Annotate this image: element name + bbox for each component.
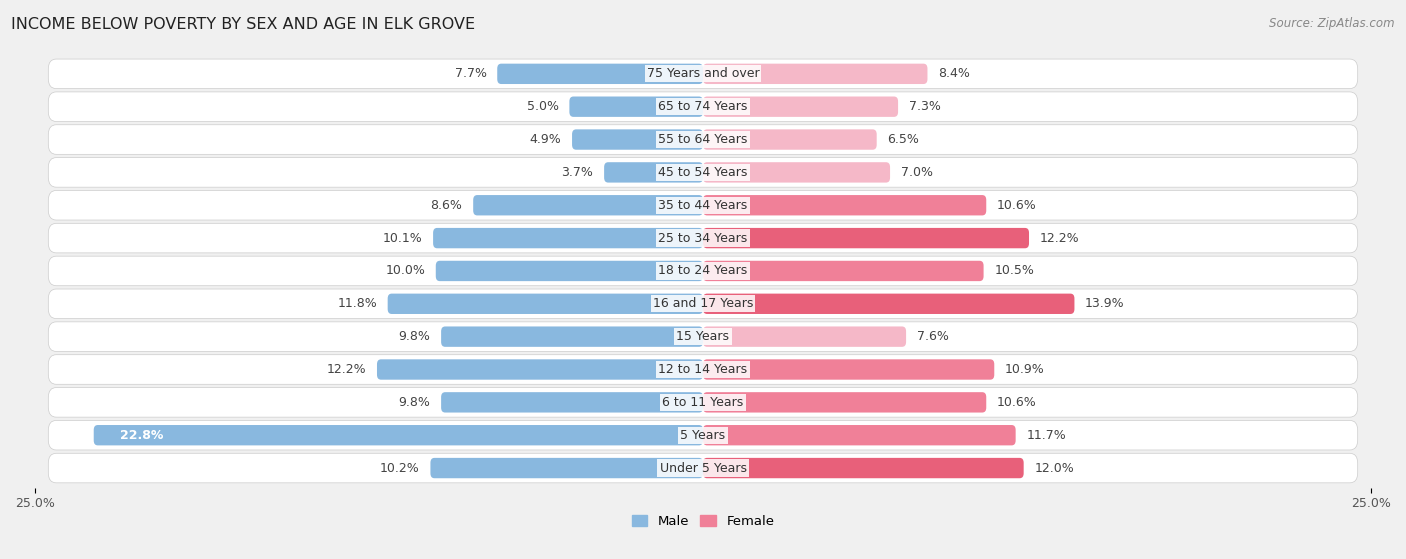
Text: 8.6%: 8.6% [430, 199, 463, 212]
Text: 12.2%: 12.2% [326, 363, 367, 376]
FancyBboxPatch shape [48, 289, 1358, 319]
FancyBboxPatch shape [569, 97, 703, 117]
Text: 10.9%: 10.9% [1005, 363, 1045, 376]
Text: 55 to 64 Years: 55 to 64 Years [658, 133, 748, 146]
Text: 6 to 11 Years: 6 to 11 Years [662, 396, 744, 409]
FancyBboxPatch shape [388, 293, 703, 314]
Text: 12 to 14 Years: 12 to 14 Years [658, 363, 748, 376]
FancyBboxPatch shape [703, 162, 890, 183]
Text: 12.0%: 12.0% [1035, 462, 1074, 475]
FancyBboxPatch shape [703, 392, 986, 413]
Text: 9.8%: 9.8% [398, 330, 430, 343]
Text: 18 to 24 Years: 18 to 24 Years [658, 264, 748, 277]
Text: 13.9%: 13.9% [1085, 297, 1125, 310]
FancyBboxPatch shape [430, 458, 703, 479]
FancyBboxPatch shape [703, 260, 984, 281]
FancyBboxPatch shape [703, 195, 986, 215]
Text: 45 to 54 Years: 45 to 54 Years [658, 166, 748, 179]
FancyBboxPatch shape [48, 322, 1358, 352]
FancyBboxPatch shape [48, 387, 1358, 417]
FancyBboxPatch shape [703, 228, 1029, 248]
Text: 3.7%: 3.7% [561, 166, 593, 179]
FancyBboxPatch shape [703, 425, 1015, 446]
FancyBboxPatch shape [436, 260, 703, 281]
FancyBboxPatch shape [94, 425, 703, 446]
Text: INCOME BELOW POVERTY BY SEX AND AGE IN ELK GROVE: INCOME BELOW POVERTY BY SEX AND AGE IN E… [11, 17, 475, 32]
Text: 35 to 44 Years: 35 to 44 Years [658, 199, 748, 212]
FancyBboxPatch shape [48, 92, 1358, 121]
Text: 25 to 34 Years: 25 to 34 Years [658, 231, 748, 245]
FancyBboxPatch shape [703, 359, 994, 380]
Text: 7.7%: 7.7% [454, 67, 486, 80]
Text: 10.0%: 10.0% [385, 264, 425, 277]
FancyBboxPatch shape [605, 162, 703, 183]
Text: Under 5 Years: Under 5 Years [659, 462, 747, 475]
FancyBboxPatch shape [48, 59, 1358, 89]
FancyBboxPatch shape [48, 191, 1358, 220]
FancyBboxPatch shape [703, 326, 905, 347]
FancyBboxPatch shape [441, 392, 703, 413]
Text: Source: ZipAtlas.com: Source: ZipAtlas.com [1270, 17, 1395, 30]
FancyBboxPatch shape [48, 223, 1358, 253]
FancyBboxPatch shape [48, 420, 1358, 450]
FancyBboxPatch shape [703, 97, 898, 117]
Text: 4.9%: 4.9% [530, 133, 561, 146]
Text: 5.0%: 5.0% [527, 100, 558, 113]
Text: 10.5%: 10.5% [994, 264, 1035, 277]
Text: 11.8%: 11.8% [337, 297, 377, 310]
Text: 7.0%: 7.0% [901, 166, 932, 179]
Text: 75 Years and over: 75 Years and over [647, 67, 759, 80]
Text: 7.6%: 7.6% [917, 330, 949, 343]
FancyBboxPatch shape [498, 64, 703, 84]
Text: 11.7%: 11.7% [1026, 429, 1066, 442]
Text: 8.4%: 8.4% [938, 67, 970, 80]
FancyBboxPatch shape [433, 228, 703, 248]
Text: 10.6%: 10.6% [997, 199, 1036, 212]
Text: 10.1%: 10.1% [382, 231, 422, 245]
Text: 7.3%: 7.3% [908, 100, 941, 113]
Text: 16 and 17 Years: 16 and 17 Years [652, 297, 754, 310]
FancyBboxPatch shape [703, 129, 877, 150]
FancyBboxPatch shape [48, 125, 1358, 154]
FancyBboxPatch shape [703, 64, 928, 84]
FancyBboxPatch shape [703, 458, 1024, 479]
FancyBboxPatch shape [48, 256, 1358, 286]
Text: 10.2%: 10.2% [380, 462, 420, 475]
Text: 15 Years: 15 Years [676, 330, 730, 343]
FancyBboxPatch shape [48, 453, 1358, 483]
FancyBboxPatch shape [48, 355, 1358, 384]
Text: 12.2%: 12.2% [1039, 231, 1080, 245]
Text: 65 to 74 Years: 65 to 74 Years [658, 100, 748, 113]
Legend: Male, Female: Male, Female [626, 510, 780, 533]
Text: 9.8%: 9.8% [398, 396, 430, 409]
FancyBboxPatch shape [377, 359, 703, 380]
Text: 5 Years: 5 Years [681, 429, 725, 442]
Text: 10.6%: 10.6% [997, 396, 1036, 409]
FancyBboxPatch shape [572, 129, 703, 150]
Text: 6.5%: 6.5% [887, 133, 920, 146]
FancyBboxPatch shape [48, 158, 1358, 187]
FancyBboxPatch shape [474, 195, 703, 215]
Text: 22.8%: 22.8% [121, 429, 165, 442]
FancyBboxPatch shape [441, 326, 703, 347]
FancyBboxPatch shape [703, 293, 1074, 314]
